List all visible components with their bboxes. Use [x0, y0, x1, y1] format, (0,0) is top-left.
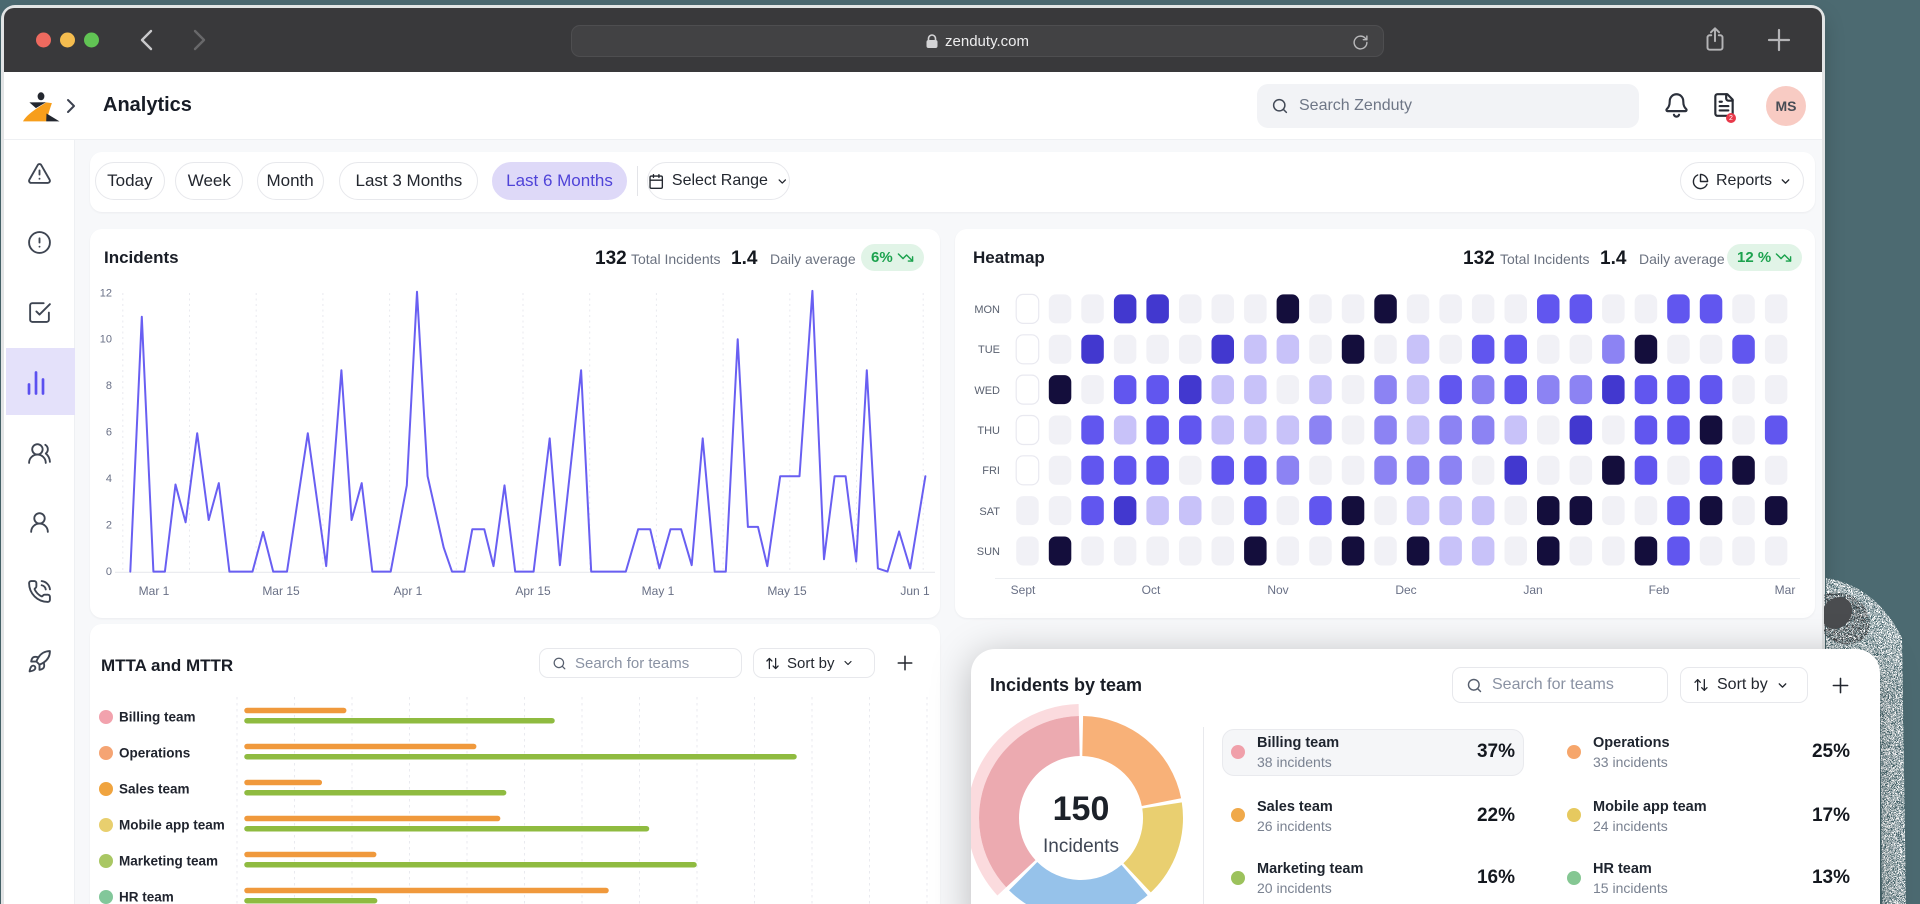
svg-text:Dec: Dec	[1395, 583, 1416, 597]
svg-text:Mar 1: Mar 1	[139, 584, 170, 598]
svg-text:TUE: TUE	[978, 344, 1000, 356]
svg-text:THU: THU	[977, 425, 1000, 437]
svg-text:2: 2	[106, 520, 112, 532]
svg-text:SUN: SUN	[977, 546, 1000, 558]
svg-text:MON: MON	[974, 304, 1000, 316]
svg-text:Jan: Jan	[1523, 583, 1542, 597]
svg-text:10: 10	[100, 334, 112, 346]
svg-text:May 15: May 15	[767, 584, 807, 598]
svg-text:WED: WED	[974, 385, 1000, 397]
svg-text:6: 6	[106, 427, 112, 439]
svg-text:FRI: FRI	[982, 465, 1000, 477]
svg-text:May 1: May 1	[642, 584, 675, 598]
svg-text:12: 12	[100, 287, 112, 299]
svg-text:Oct: Oct	[1142, 583, 1161, 597]
svg-text:4: 4	[106, 473, 112, 485]
svg-text:Feb: Feb	[1649, 583, 1670, 597]
svg-text:Sept: Sept	[1011, 583, 1036, 597]
svg-text:8: 8	[106, 380, 112, 392]
svg-text:Mar 15: Mar 15	[262, 584, 300, 598]
svg-text:0: 0	[106, 566, 112, 578]
svg-text:Nov: Nov	[1267, 583, 1288, 597]
svg-text:SAT: SAT	[979, 506, 1000, 518]
svg-text:Mar: Mar	[1775, 583, 1796, 597]
svg-text:Jun 1: Jun 1	[900, 584, 930, 598]
svg-text:Apr 1: Apr 1	[394, 584, 423, 598]
svg-text:Apr 15: Apr 15	[515, 584, 551, 598]
